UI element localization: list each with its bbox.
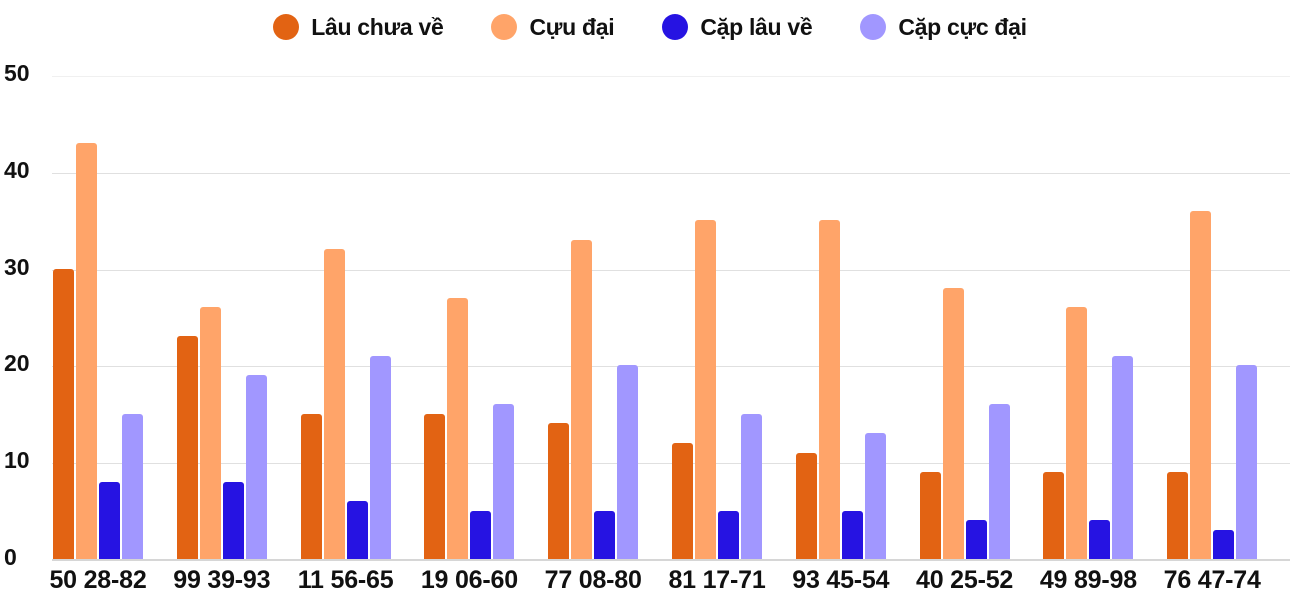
y-tick-label: 50 [4, 60, 30, 86]
bar[interactable] [424, 413, 446, 559]
gridline [52, 366, 1290, 368]
x-tick-label: 81 17-71 [668, 566, 766, 594]
legend-item-lau-chua-ve[interactable]: Lâu chưa về [273, 13, 444, 41]
bar[interactable] [447, 297, 469, 559]
chart-legend: Lâu chưa về Cựu đại Cặp lâu về Cặp cực đ… [0, 8, 1300, 46]
gridline [52, 269, 1290, 271]
bar[interactable] [76, 142, 97, 559]
bar[interactable] [695, 220, 716, 559]
legend-label: Cựu đại [529, 13, 615, 40]
bar[interactable] [1167, 471, 1189, 559]
bar[interactable] [245, 375, 267, 559]
bar[interactable] [369, 355, 391, 559]
legend-dot-icon [860, 14, 887, 40]
plot-area [52, 76, 1290, 561]
bar[interactable] [222, 481, 244, 559]
legend-item-cuu-dai[interactable]: Cựu đại [491, 13, 615, 41]
bar[interactable] [864, 433, 886, 559]
y-tick-label: 0 [4, 544, 17, 570]
x-tick-label: 93 45-54 [792, 566, 890, 594]
bar[interactable] [718, 510, 739, 559]
bar[interactable] [1190, 210, 1212, 559]
bar[interactable] [942, 287, 964, 559]
bar[interactable] [795, 452, 817, 559]
bar[interactable] [1089, 520, 1111, 559]
legend-label: Lâu chưa về [311, 13, 444, 40]
bar[interactable] [965, 520, 987, 559]
legend-item-cap-lau-ve[interactable]: Cặp lâu về [662, 13, 813, 41]
x-tick-label: 49 89-98 [1039, 566, 1137, 594]
x-tick-label: 99 39-93 [173, 566, 271, 594]
legend-dot-icon [491, 14, 518, 40]
legend-dot-icon [273, 14, 300, 40]
x-tick-label: 77 08-80 [544, 566, 642, 594]
bar[interactable] [1112, 355, 1134, 559]
legend-label: Cặp cực đại [898, 13, 1027, 40]
bar[interactable] [571, 239, 593, 559]
x-tick-label: 19 06-60 [420, 566, 518, 594]
legend-dot-icon [662, 14, 689, 40]
gridline [52, 463, 1290, 465]
bar[interactable] [548, 423, 570, 559]
gridline [52, 172, 1290, 174]
x-tick-label: 50 28-82 [49, 566, 147, 594]
bar[interactable] [1236, 365, 1258, 559]
bar[interactable] [594, 510, 616, 559]
x-tick-label: 76 47-74 [1163, 566, 1261, 594]
bar[interactable] [99, 481, 120, 559]
bar[interactable] [300, 413, 322, 559]
bar[interactable] [1043, 471, 1065, 559]
x-tick-label: 11 56-65 [297, 566, 394, 594]
y-tick-label: 30 [4, 253, 30, 280]
bar[interactable] [493, 404, 515, 559]
y-tick-label: 10 [4, 447, 30, 474]
gridline [52, 76, 1290, 77]
y-tick-label: 20 [4, 350, 30, 377]
bar[interactable] [176, 336, 198, 559]
bar[interactable] [617, 365, 639, 559]
bar[interactable] [1066, 307, 1088, 559]
bar[interactable] [122, 413, 143, 559]
bar[interactable] [1213, 529, 1235, 559]
legend-label: Cặp lâu về [700, 13, 813, 40]
y-tick-label: 40 [4, 156, 30, 183]
bar[interactable] [53, 268, 74, 559]
x-axis-line [52, 559, 1290, 561]
bar[interactable] [323, 249, 345, 559]
x-tick-label: 40 25-52 [916, 566, 1014, 594]
bar[interactable] [346, 500, 368, 559]
bar[interactable] [988, 404, 1010, 559]
bar[interactable] [841, 510, 863, 559]
legend-item-cap-cuc-dai[interactable]: Cặp cực đại [860, 13, 1027, 41]
bar[interactable] [919, 471, 941, 559]
bar[interactable] [672, 442, 693, 559]
bar[interactable] [199, 307, 221, 559]
bar[interactable] [818, 220, 840, 559]
bar[interactable] [741, 413, 762, 559]
bar[interactable] [470, 510, 492, 559]
